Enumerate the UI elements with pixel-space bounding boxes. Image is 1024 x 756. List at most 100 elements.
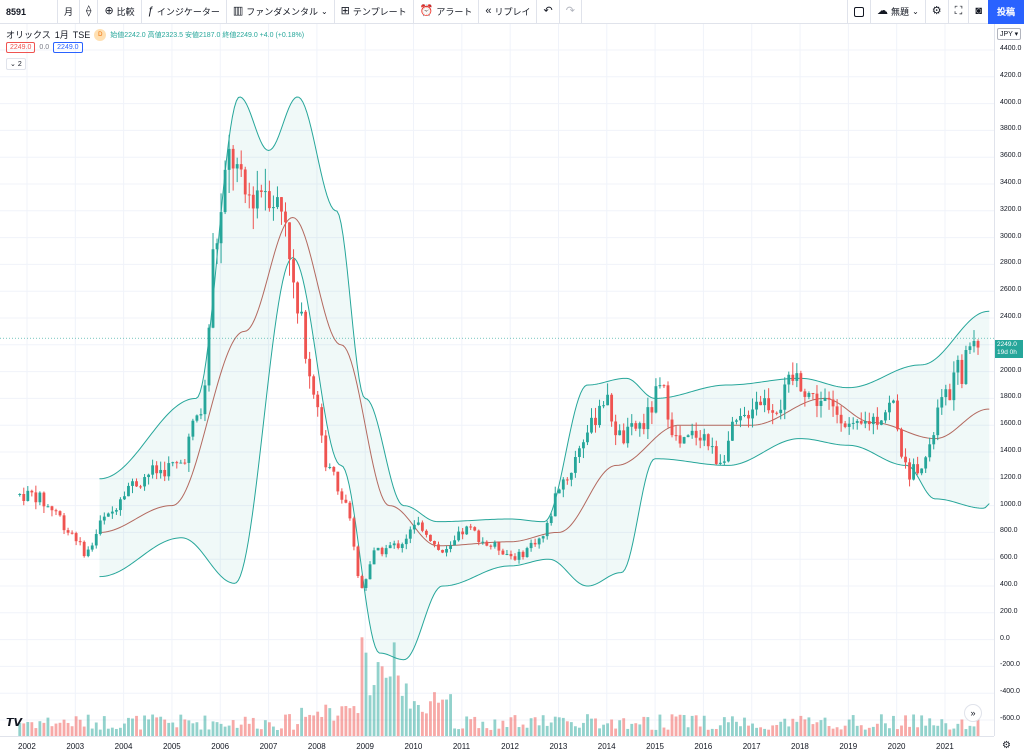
indicators-button[interactable]: ƒ インジケーター [142,0,227,24]
candle-body [332,466,336,472]
candle-body [195,415,199,421]
volume-bar [662,727,666,736]
layout-name-button[interactable]: ☁ 無題 ⌄ [870,0,925,24]
templates-button[interactable]: ⊞ テンプレート [335,0,414,24]
candle-body [610,394,614,422]
volume-bar [215,722,219,736]
volume-bar [634,723,638,736]
candle-body [755,401,758,410]
undo-button[interactable]: ↶ [537,0,560,24]
sell-price-box[interactable]: 2249.0 [6,42,36,53]
candle-body [904,456,907,463]
interval-selector[interactable]: 月 [58,0,81,24]
candle-body [78,541,82,543]
redo-button[interactable]: ↷ [560,0,582,24]
volume-bar [892,715,895,736]
price-tick-label: 1600.0 [1000,420,1022,428]
fullscreen-button[interactable]: ⛶ [947,0,969,24]
volume-bar [924,725,928,736]
volume-bar [956,723,960,736]
publish-button[interactable]: 投稿 [988,0,1024,24]
volume-bar [86,714,90,736]
volume-bar [332,720,336,736]
volume-bar [819,720,823,736]
price-tick-label: 2600.0 [1000,286,1022,294]
volume-bar [606,723,610,736]
candle-body [127,485,130,497]
time-axis[interactable] [0,736,994,756]
volume-bar [972,726,976,736]
volume-bar [775,724,779,736]
candle-body [606,394,610,406]
price-tick-label: 4200.0 [1000,71,1022,79]
volume-bar [312,715,316,736]
price-tick-label: 4400.0 [1000,45,1022,52]
candle-body [622,430,626,444]
replay-button[interactable]: «リプレイ [479,0,538,24]
volume-bar [118,727,122,736]
candle-body [98,520,102,535]
volume-bar [110,727,114,736]
legend-collapse-button[interactable]: ⌄ 2 [6,58,26,70]
candle-body [638,423,642,429]
buy-price-box[interactable]: 2249.0 [53,42,83,53]
compare-button[interactable]: ⊕ 比較 [98,0,142,24]
volume-bar [284,714,287,736]
candle-body [819,400,823,406]
candle-body [674,435,678,437]
candle-body [916,464,920,474]
volume-bar [22,723,26,736]
candle-body [211,249,215,328]
volume-bar [932,725,936,736]
price-axis[interactable] [994,24,1024,736]
volume-bar [529,718,533,736]
publish-label: 投稿 [996,7,1015,17]
candle-body [577,448,581,458]
volume-bar [702,715,706,736]
volume-bar [46,717,50,736]
volume-bar [586,714,589,736]
volume-bar [952,728,956,736]
volume-bar [131,718,134,736]
candle-body [284,211,287,223]
snapshot-button[interactable]: ◙ [968,0,988,24]
volume-bar [70,726,74,736]
delayed-badge[interactable]: D [94,28,107,41]
currency-selector[interactable]: JPY ▾ [997,28,1022,40]
fundamentals-button[interactable]: ▥ ファンダメンタル ⌄ [227,0,335,24]
bar-countdown: 19d 0h [997,349,1017,356]
tradingview-logo[interactable]: 𝙏𝙑 [6,717,23,729]
volume-bar [187,720,191,736]
volume-bar [863,729,867,736]
alert-button[interactable]: ⏰ アラート [414,0,480,24]
volume-bar [263,720,267,736]
price-tick-label: -600.0 [1000,715,1020,722]
candle-body [82,541,86,557]
candle-body [908,462,911,480]
volume-bar [324,704,328,736]
candle-body [795,373,799,381]
volume-bar [469,719,473,736]
candle-body [465,526,469,535]
volume-bar [74,716,78,736]
volume-bar [743,717,746,736]
axis-settings-icon[interactable]: ⚙ [1002,740,1011,751]
volume-bar [445,699,448,736]
chart-type-button[interactable]: ⟠ [80,0,99,24]
volume-bar [167,722,171,736]
candle-body [855,421,859,423]
volume-bar [276,729,279,736]
candle-body [320,407,324,436]
candle-body [58,511,62,516]
candle-body [340,491,344,500]
price-tick-label: 3800.0 [1000,125,1022,133]
settings-button[interactable]: ⚙ [924,0,948,24]
volume-bar [404,683,408,736]
layout-toggle-button[interactable] [847,0,870,24]
price-chart[interactable] [0,24,994,736]
scroll-to-realtime-button[interactable]: » [964,704,982,722]
symbol-search[interactable]: 8591 [0,0,58,24]
time-tick-label: 2016 [694,742,713,751]
candle-body [521,551,525,558]
compare-label: 比較 [116,7,135,17]
